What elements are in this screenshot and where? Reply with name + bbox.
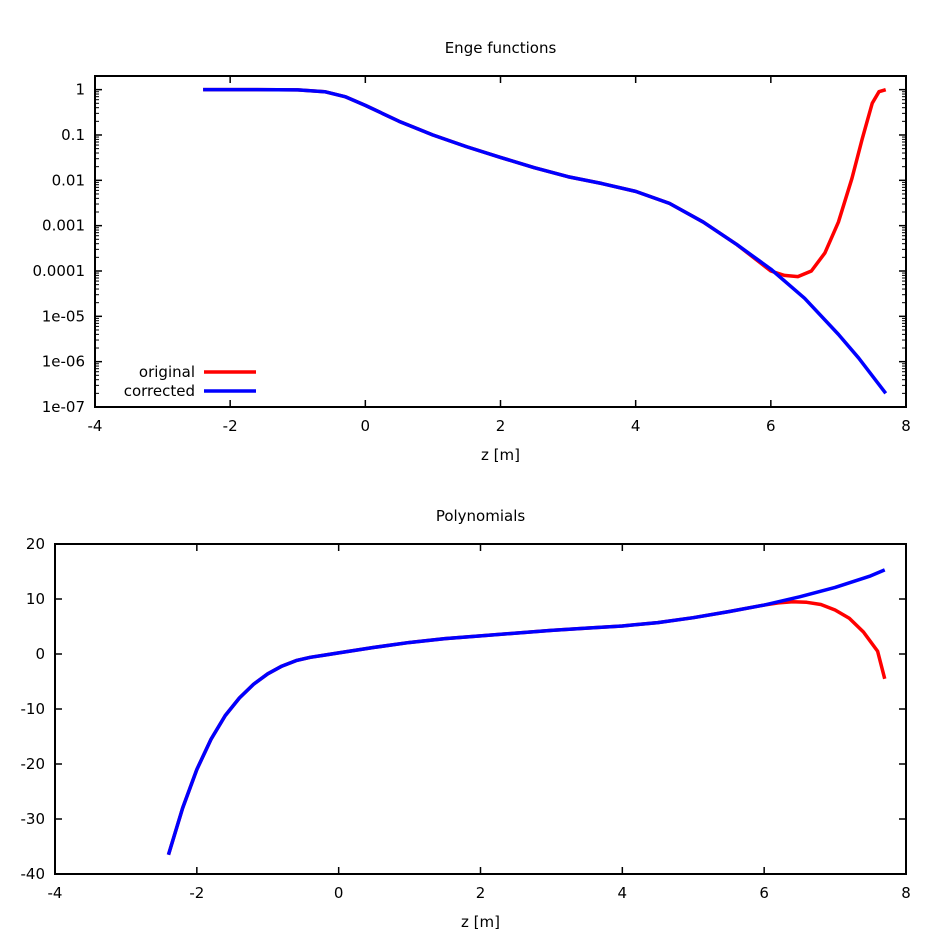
enge-x-tick-label: 4 xyxy=(631,417,641,435)
enge-y-tick-label: 1 xyxy=(75,81,85,99)
enge-y-tick-label: 0.1 xyxy=(61,126,85,144)
poly-y-tick-label: 10 xyxy=(26,590,45,608)
poly-x-tick-label: 2 xyxy=(476,884,486,902)
enge-y-tick-label: 0.01 xyxy=(52,171,85,189)
legend-label-corrected: corrected xyxy=(124,382,195,400)
poly-x-tick-label: -4 xyxy=(48,884,63,902)
enge-plot-frame xyxy=(94,75,907,408)
enge-y-tick-label: 0.001 xyxy=(42,217,85,235)
poly-chart-title: Polynomials xyxy=(436,507,526,525)
poly-y-tick-label: -40 xyxy=(21,865,46,883)
enge-y-tick-label: 1e-05 xyxy=(42,307,85,325)
poly-x-tick-label: 8 xyxy=(901,884,911,902)
legend-label-original: original xyxy=(139,363,195,381)
enge-y-tick-label: 0.0001 xyxy=(33,262,86,280)
enge-chart-title: Enge functions xyxy=(445,39,557,57)
poly-series-original xyxy=(166,600,887,856)
enge-series-corrected xyxy=(203,87,888,395)
enge-x-tick-label: -4 xyxy=(88,417,103,435)
poly-x-tick-label: 4 xyxy=(618,884,628,902)
poly-y-tick-label: 20 xyxy=(26,535,45,553)
enge-y-tick-label: 1e-07 xyxy=(42,398,85,416)
poly-y-tick-label: 0 xyxy=(35,645,45,663)
enge-x-tick-label: 8 xyxy=(901,417,911,435)
enge-plot: Enge functions -4 -2 0 2 4 6 8 1 0.1 0.01 0.001 0.00… xyxy=(33,39,911,464)
poly-x-tick-label: 0 xyxy=(334,884,344,902)
enge-x-tick-label: 0 xyxy=(361,417,371,435)
poly-x-tick-label: 6 xyxy=(759,884,769,902)
enge-x-tick-label: 6 xyxy=(766,417,776,435)
enge-x-tick-label: -2 xyxy=(223,417,238,435)
poly-plot-frame xyxy=(54,543,907,875)
enge-y-tick-label: 1e-06 xyxy=(42,353,85,371)
poly-y-tick-label: -30 xyxy=(21,810,46,828)
poly-series-corrected xyxy=(166,568,886,856)
poly-x-axis-label: z [m] xyxy=(461,913,500,931)
enge-series-original xyxy=(203,87,887,279)
enge-x-tick-label: 2 xyxy=(496,417,506,435)
poly-y-tick-label: -20 xyxy=(21,755,46,773)
poly-y-tick-label: -10 xyxy=(21,700,46,718)
enge-x-axis-label: z [m] xyxy=(481,446,520,464)
poly-x-tick-label: -2 xyxy=(189,884,204,902)
